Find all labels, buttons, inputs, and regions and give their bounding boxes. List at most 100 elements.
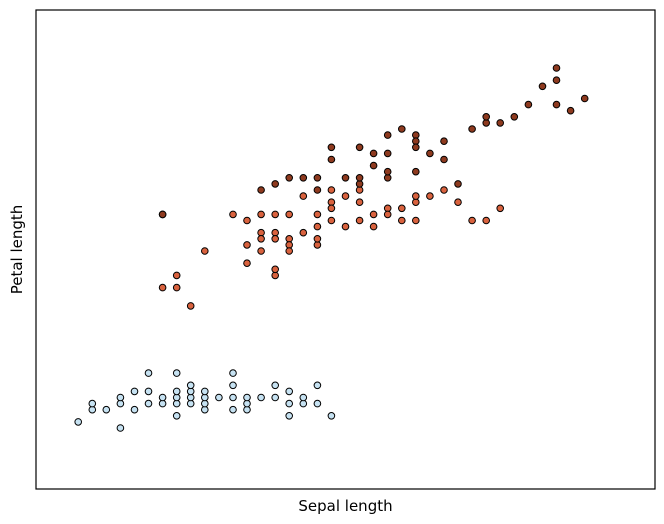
data-point-s0-38 [285,412,294,420]
data-point-s2-5 [313,174,322,182]
data-point-s2-3 [285,174,294,182]
data-point-s0-39 [285,399,294,408]
data-point-s2-27 [454,180,462,188]
data-point-s1-46 [412,192,420,200]
data-point-s2-37 [566,106,575,115]
data-point-s1-48 [440,186,448,194]
data-point-s1-7 [243,216,251,225]
data-point-s1-22 [285,210,294,219]
data-point-s1-5 [201,247,209,255]
data-point-s2-7 [327,143,336,152]
data-point-s2-18 [383,167,392,176]
data-point-s1-41 [383,210,392,219]
data-point-s0-37 [271,381,280,390]
data-point-s1-43 [398,204,406,213]
data-point-s1-33 [341,222,350,231]
data-point-s1-10 [257,210,265,219]
data-point-s1-35 [355,216,364,225]
data-point-s1-4 [186,302,195,310]
data-point-s0-13 [158,393,167,402]
data-point-s1-3 [172,271,181,280]
data-point-s0-9 [144,399,153,408]
data-point-s1-23 [299,192,308,200]
data-point-s1-8 [243,259,251,268]
data-point-s1-42 [398,216,406,225]
data-point-s1-1 [158,283,167,292]
data-point-s2-30 [482,113,491,121]
plot-frame [35,9,656,490]
data-point-s1-51 [482,216,491,225]
data-point-s0-35 [257,393,265,402]
data-point-s1-45 [412,216,420,225]
data-point-s1-39 [369,222,378,231]
data-point-s2-26 [440,155,448,164]
data-point-s2-12 [355,174,364,182]
data-point-s1-13 [257,235,265,243]
data-point-s0-6 [116,393,125,402]
data-point-s0-8 [130,387,139,396]
data-point-s2-34 [538,82,547,91]
data-point-s0-5 [116,424,125,432]
data-point-s1-49 [454,198,462,206]
data-point-s0-10 [144,387,153,396]
data-point-s0-34 [243,393,251,402]
data-point-s0-30 [229,381,237,390]
data-point-s2-39 [552,100,561,109]
data-point-s2-31 [496,119,505,127]
data-point-s0-42 [299,393,308,402]
data-point-s2-24 [426,149,434,158]
scatter-points [74,64,589,432]
data-point-s2-23 [412,167,420,176]
data-point-s0-7 [130,405,139,414]
data-point-s1-32 [327,186,336,194]
data-point-s0-44 [313,381,322,390]
data-point-s2-14 [369,149,378,158]
data-point-s2-8 [327,155,336,164]
data-point-s2-33 [524,100,533,109]
data-point-s2-32 [510,113,519,121]
data-point-s1-2 [172,283,181,292]
data-point-s2-38 [580,94,589,103]
data-point-s1-52 [496,204,505,213]
data-point-s2-0 [158,210,167,219]
data-point-s0-22 [186,381,195,390]
data-point-s0-36 [271,393,280,402]
data-point-s1-27 [313,222,322,231]
data-point-s1-6 [229,210,237,219]
data-point-s1-24 [299,228,308,237]
data-point-s1-11 [257,247,265,255]
data-point-s2-10 [355,143,364,152]
data-point-s0-11 [144,369,153,377]
data-point-s2-13 [369,161,378,170]
data-point-s2-9 [341,174,350,182]
data-point-s2-6 [313,186,322,194]
data-point-s0-31 [229,369,237,377]
data-point-s2-15 [383,131,392,139]
data-point-s1-31 [327,204,336,213]
data-point-s2-35 [552,76,561,84]
data-point-s0-18 [172,369,181,377]
data-point-s2-19 [398,125,406,133]
data-point-s1-34 [341,192,350,200]
data-point-s1-36 [355,198,364,206]
data-point-s1-38 [369,210,378,219]
data-point-s1-17 [271,235,280,243]
data-point-s0-0 [74,418,82,426]
data-point-s2-36 [552,64,561,72]
x-axis-label: Sepal length [298,497,392,515]
data-point-s2-17 [383,149,392,158]
data-point-s0-2 [88,399,97,408]
data-point-s0-29 [229,393,237,402]
data-point-s0-43 [313,399,322,408]
data-point-s1-26 [313,210,322,219]
data-point-s2-28 [468,125,476,133]
data-point-s0-28 [229,405,237,414]
data-point-s0-40 [285,387,294,396]
data-point-s0-3 [102,405,111,414]
data-point-s1-30 [327,216,336,225]
y-axis-label: Petal length [8,205,26,295]
data-point-s1-18 [271,265,280,274]
data-point-s1-16 [271,210,280,219]
data-point-s2-1 [257,186,265,194]
